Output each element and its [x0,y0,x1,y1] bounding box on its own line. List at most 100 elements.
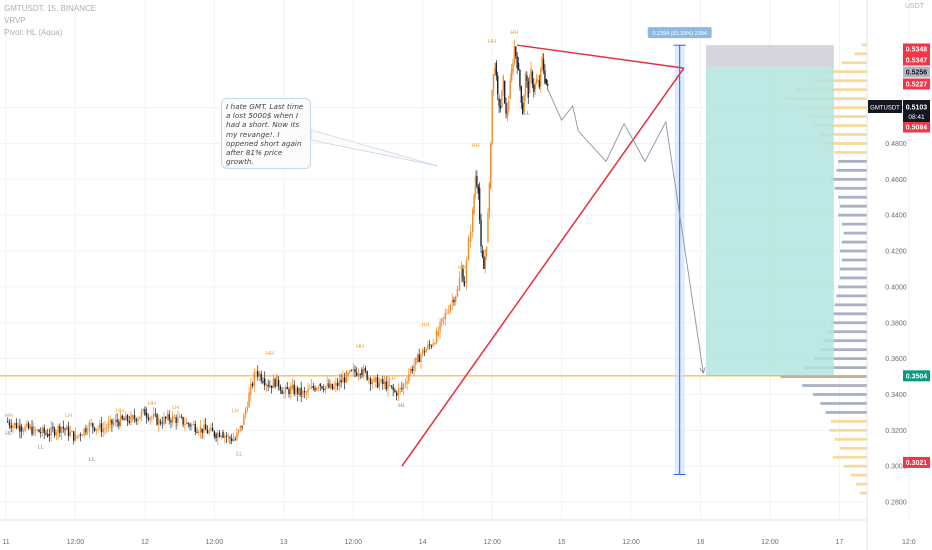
candle-body [237,429,240,433]
candle-body [170,420,172,423]
candle-body [510,69,513,81]
candle-body [416,354,419,363]
candle-body [310,386,313,389]
projection-path[interactable] [547,88,706,374]
candle-body [111,419,113,425]
candle-body [165,416,167,419]
candle-body [305,392,308,395]
candle-body [291,384,294,390]
time-axis: 11 12:00 12 12:00 13 12:00 14 12:00 15 12:00 16 12:… [0,519,916,546]
volume-bar [814,79,867,83]
volume-bar [813,393,867,396]
pivot-label: LL [236,451,242,457]
candle-body [406,381,408,384]
indicator-label-pivot: Pivot: HL (Aqua) [4,28,63,37]
candle-body [7,421,9,423]
time-tick-label: 15 [558,539,566,546]
candle-body [437,331,440,336]
short-position[interactable] [706,45,834,376]
price-tick-label: 0.4600 [885,177,907,184]
candle-body [241,425,243,428]
time-tick-label: 12:0 [902,539,916,546]
candle-body [371,381,374,385]
candle-body [147,417,150,420]
candle-body [20,426,23,432]
price-range-measure[interactable]: 0.2394 (81.39%) 2394 [647,27,712,475]
volume-bar [850,473,867,477]
time-tick-label: 17 [836,539,844,546]
volume-bar [840,267,867,271]
candle-body [435,330,438,344]
candle-body [182,416,184,425]
trendlines[interactable] [401,44,685,467]
candle-body [497,75,499,95]
candle-body [55,432,58,436]
volume-bar [804,366,867,369]
candle-body [422,348,424,355]
candle-body [375,377,377,382]
volume-bar [832,312,867,316]
candle-body [537,80,539,82]
candle-body [463,281,466,286]
candle-body [135,418,137,422]
candle-body [126,415,129,422]
candle-body [385,381,387,390]
candle-body [132,415,134,420]
candle-body [194,424,196,432]
volume-bar [831,177,867,181]
pivot-label: HL [5,431,12,437]
volume-bar [820,402,867,405]
candle-body [234,439,236,441]
candle-body [498,98,500,106]
candle-body [22,430,25,432]
current-price-label: 0.5103 [906,105,928,112]
candle-body [288,389,290,394]
candle-body [474,176,477,195]
volume-bar [840,249,867,253]
candle-body [8,422,11,426]
candle-body [276,374,278,387]
time-tick-label: 11 [2,539,9,546]
annotation-callout[interactable]: I hate GMT. Last time a lost 5000$ when … [221,98,311,169]
candle-body [59,425,61,433]
candle-body [281,390,283,394]
candle-body [481,251,484,257]
candle-body [52,427,54,429]
currency-label: USDT [904,3,924,10]
candle-body [343,377,346,383]
candle-body [133,415,136,419]
candle-body [198,432,200,434]
candle-body [357,374,360,376]
volume-bar [838,159,867,163]
candle-body [231,438,233,442]
candle-body [119,415,122,426]
candle-body [508,101,510,110]
candle-body [85,428,87,433]
candle-body [517,62,520,71]
volume-bar [838,285,867,289]
candle-body [27,423,30,429]
candle-body [40,432,42,434]
pivot-label: HH [458,265,466,271]
candle-body [67,426,70,436]
candle-body [451,299,453,304]
candle-body [257,371,259,377]
candle-body [547,84,549,86]
candle-body [31,426,33,435]
pivot-label: LL [524,111,530,117]
candle-body [515,46,517,57]
candle-body [279,386,282,391]
candle-body [527,80,529,98]
candle-body [495,62,498,76]
time-tick-label: 12:00 [344,539,362,546]
price-tick-label: 0.4800 [885,141,907,148]
candle-body [274,378,276,387]
candle-body [33,426,35,435]
candle-body [542,59,545,71]
candle-body [106,427,108,429]
candle-body [484,255,486,269]
price-axis: 0.2800 0.3000 0.3200 0.3400 0.3600 0.3800 0.40… [866,0,907,550]
candle-body [24,426,26,431]
candle-body [442,317,445,319]
